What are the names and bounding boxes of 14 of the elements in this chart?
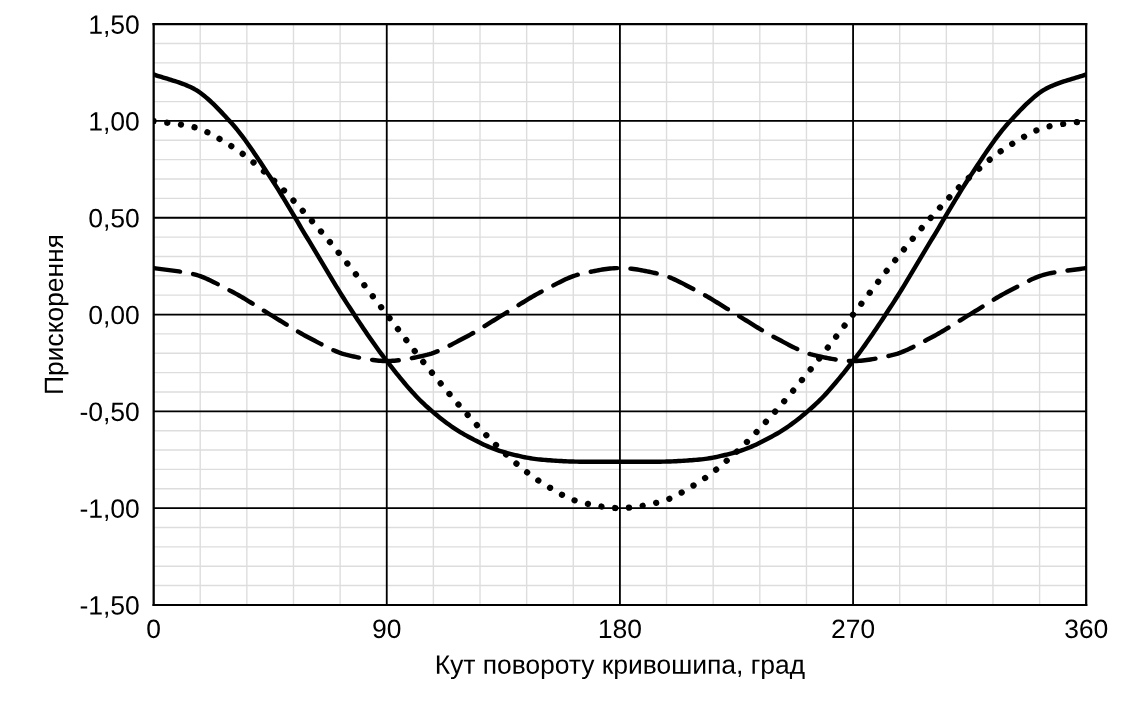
- y-tick-label: -0,50: [80, 402, 139, 425]
- x-tick-label: 270: [832, 619, 875, 639]
- y-tick-label: 0,00: [89, 305, 139, 328]
- y-tick-label: 1,50: [90, 15, 139, 38]
- y-axis-title: Прискорення: [44, 235, 69, 393]
- y-tick-label: 0,50: [89, 208, 139, 231]
- y-tick-label: -1,50: [80, 596, 139, 618]
- x-tick-label: 360: [1065, 619, 1108, 639]
- y-tick-label: -1,00: [80, 499, 139, 522]
- x-tick-label: 90: [373, 619, 401, 639]
- x-tick-label: 180: [599, 619, 641, 639]
- x-tick-label: 0: [147, 619, 160, 639]
- x-axis-title: Кут повороту кривошипа, град: [436, 655, 805, 680]
- y-tick-label: 1,00: [90, 112, 139, 134]
